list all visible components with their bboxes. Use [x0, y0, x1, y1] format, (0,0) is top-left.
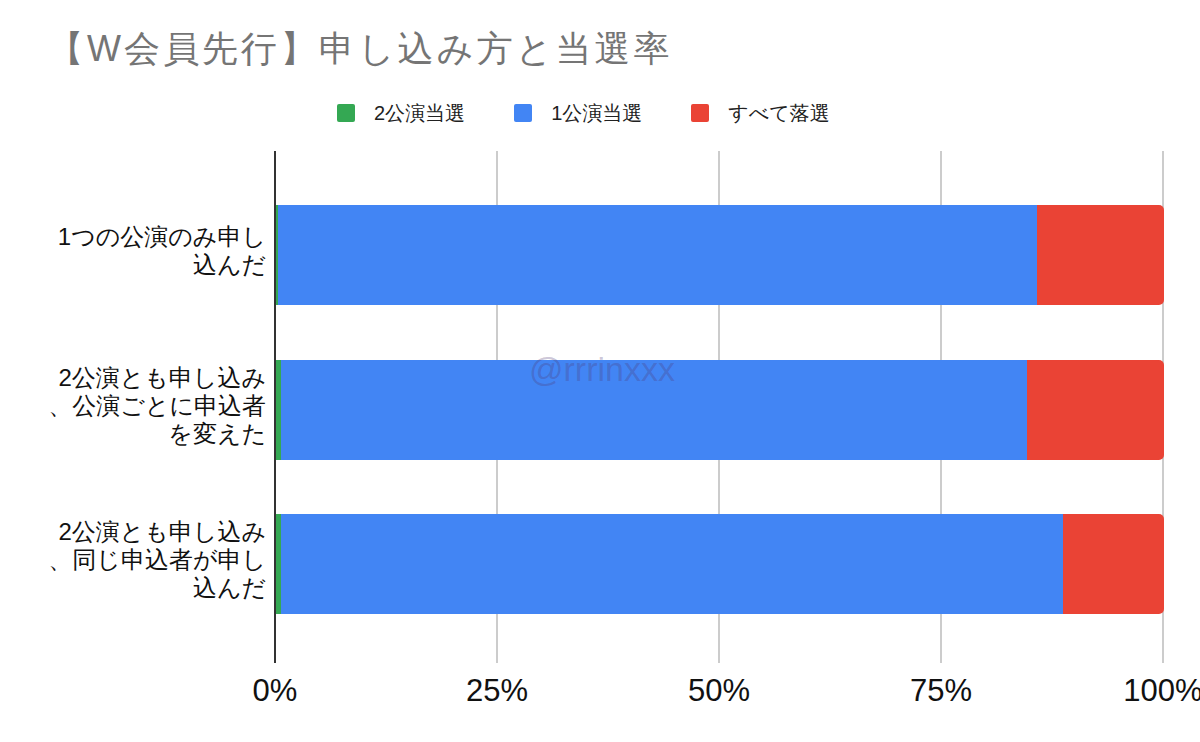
y-category-label-line: 込んだ [30, 574, 266, 602]
bar-row [276, 360, 1164, 460]
bar-segment [1027, 360, 1164, 460]
x-tick-label: 75% [871, 673, 1011, 709]
y-axis-line [274, 151, 276, 663]
x-tick-label: 0% [205, 673, 345, 709]
legend-swatch-icon [691, 104, 709, 122]
y-category-label-line: 1つの公演のみ申し [30, 223, 266, 251]
bar-segment [1037, 205, 1164, 305]
bar-segment [1063, 514, 1164, 614]
legend-item: すべて落選 [691, 100, 829, 127]
chart-title: 【W会員先行】申し込み方と当選率 [48, 25, 673, 74]
bar-row [276, 205, 1164, 305]
bar-row [276, 514, 1164, 614]
legend-item: 2公演当選 [337, 100, 465, 127]
x-tick-label: 50% [649, 673, 789, 709]
watermark: @rrrinxxx [529, 350, 675, 389]
y-category-label-line: 込んだ [30, 251, 266, 279]
x-tick-label: 100% [1093, 673, 1200, 709]
legend-label: 2公演当選 [374, 100, 465, 127]
y-category-label-line: 2公演とも申し込み [30, 518, 266, 546]
legend-swatch-icon [514, 104, 532, 122]
y-category-label-line: 2公演とも申し込み [30, 364, 266, 392]
y-category-label: 2公演とも申し込み、公演ごとに申込者を変えた [30, 364, 266, 448]
x-tick-label: 25% [427, 673, 567, 709]
y-category-label-line: を変えた [30, 420, 266, 448]
legend-label: 1公演当選 [551, 100, 642, 127]
y-category-label: 1つの公演のみ申し込んだ [30, 223, 266, 279]
y-category-label-line: 、公演ごとに申込者 [30, 392, 266, 420]
y-category-label-line: 、同じ申込者が申し [30, 546, 266, 574]
bar-segment [278, 205, 1037, 305]
legend-label: すべて落選 [728, 100, 829, 127]
legend-item: 1公演当選 [514, 100, 642, 127]
y-category-label: 2公演とも申し込み、同じ申込者が申し込んだ [30, 518, 266, 602]
legend: 2公演当選1公演当選すべて落選 [337, 103, 830, 123]
bar-segment [281, 514, 1062, 614]
legend-swatch-icon [337, 104, 355, 122]
